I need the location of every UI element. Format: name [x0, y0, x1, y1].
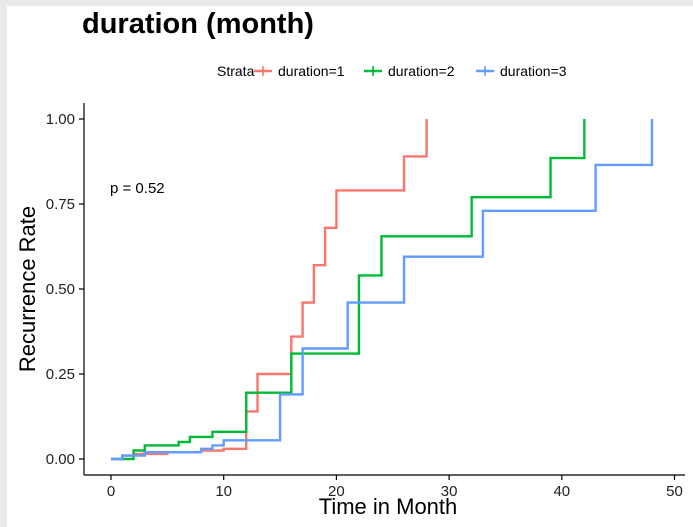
x-tick-label: 20 [328, 483, 345, 500]
legend-label: duration=2 [388, 63, 455, 79]
x-tick-label: 0 [107, 483, 115, 500]
x-tick-label: 40 [553, 483, 570, 500]
chart-title: duration (month) [82, 8, 314, 40]
chart-panel [7, 6, 693, 527]
y-ticks: 0.00 0.25 0.50 0.75 1.00 [46, 111, 84, 468]
axes [83, 103, 685, 476]
y-tick-label: 0.25 [46, 366, 75, 383]
legend: Strata duration=1 duration=2 duration=3 [217, 63, 567, 79]
x-axis-title: Time in Month [319, 494, 458, 519]
y-axis-title: Recurrence Rate [15, 206, 40, 372]
y-tick-label: 0.75 [46, 196, 75, 213]
p-value-annotation: p = 0.52 [110, 180, 165, 197]
series-lines [111, 119, 654, 461]
x-ticks: 0 10 20 30 40 50 [107, 475, 683, 500]
x-tick-label: 30 [441, 483, 458, 500]
legend-label: duration=3 [500, 63, 567, 79]
y-tick-label: 0.50 [46, 281, 75, 298]
y-tick-label: 1.00 [46, 111, 75, 128]
y-tick-label: 0.00 [46, 451, 75, 468]
series-line-duration-1 [111, 119, 428, 461]
series-line-duration-3 [111, 119, 654, 461]
legend-title: Strata [217, 63, 255, 79]
legend-label: duration=1 [278, 63, 345, 79]
series-line-duration-2 [111, 119, 586, 461]
x-tick-label: 50 [666, 483, 683, 500]
x-tick-label: 10 [215, 483, 232, 500]
